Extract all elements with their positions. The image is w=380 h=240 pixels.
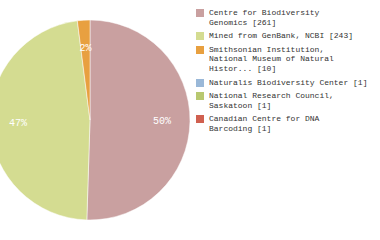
html-text:Canadian Centre for DNA Barcod: Canadian Centre for DNA Barcoding [1] [209, 114, 320, 133]
html-text:Centre for Biodiversity Genomi: Centre for Biodiversity Genomics [261] [209, 8, 320, 27]
html-text:Smithsonian Institution, Natio: Smithsonian Institution, National Museum… [209, 44, 334, 73]
html-text:National Research Council, Sas: National Research Council, Saskatoon [1] [209, 91, 334, 110]
svg-text:2%: 2% [79, 43, 91, 54]
svg-text:50%: 50% [153, 116, 171, 127]
html-text:Mined from GenBank, NCBI [243]: Mined from GenBank, NCBI [243] [209, 31, 353, 41]
svg-text:47%: 47% [9, 118, 27, 129]
html-text:Naturalis Biodiversity Center: Naturalis Biodiversity Center [1] [209, 77, 368, 87]
